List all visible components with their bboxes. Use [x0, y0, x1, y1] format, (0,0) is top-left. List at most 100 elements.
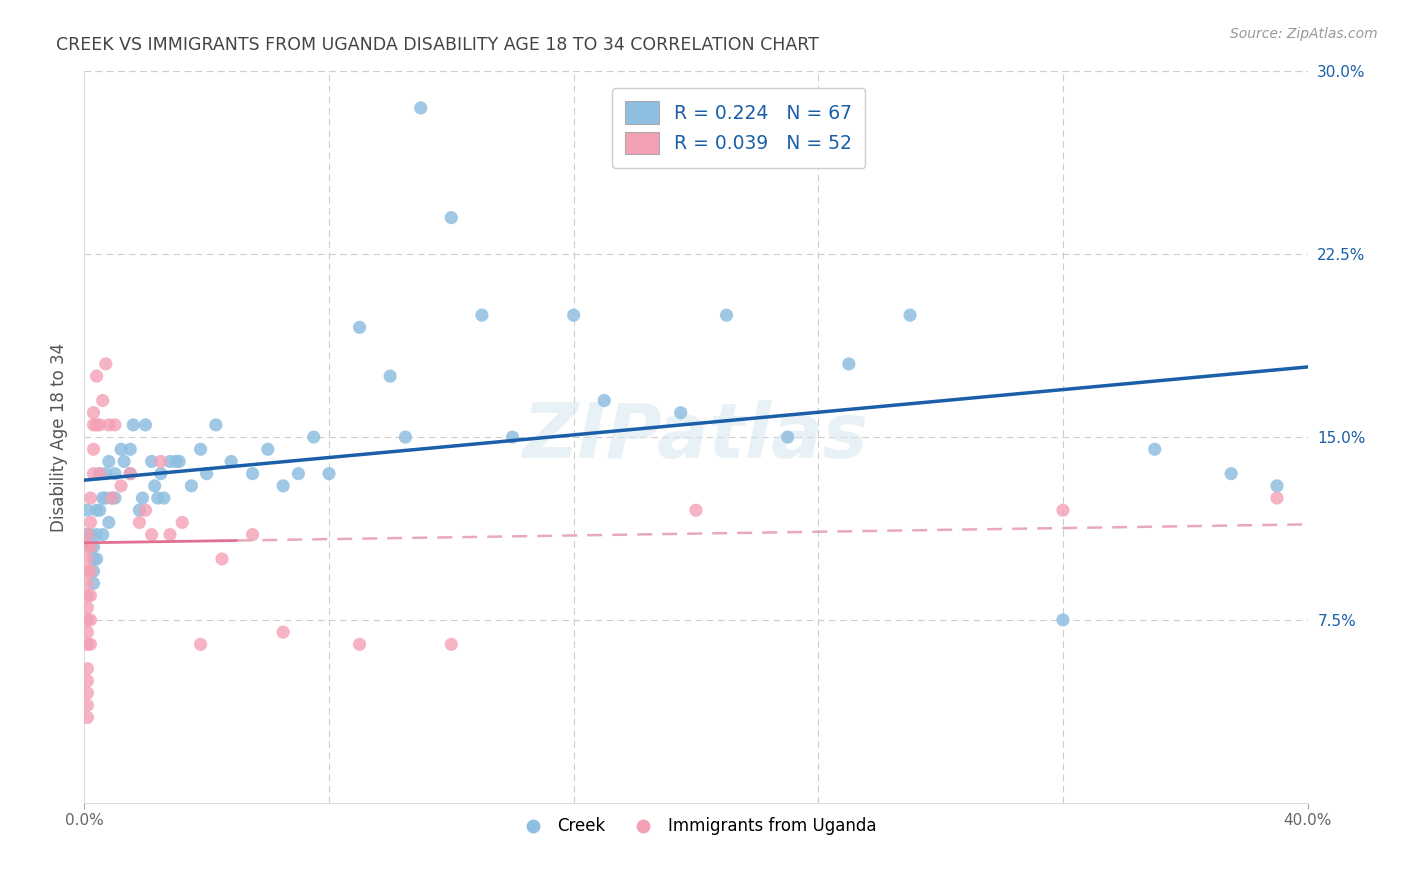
Point [685, 503, 707, 517]
Point [1052, 613, 1074, 627]
Point [83, 467, 105, 481]
Legend: Creek, Immigrants from Uganda: Creek, Immigrants from Uganda [509, 811, 883, 842]
Point [135, 417, 157, 432]
Point [83, 552, 105, 566]
Point [380, 369, 402, 384]
Point [287, 467, 309, 481]
Point [167, 454, 190, 468]
Point [91, 527, 114, 541]
Point [219, 454, 242, 468]
Point [79, 540, 101, 554]
Point [76, 527, 98, 541]
Point [76, 503, 98, 517]
Point [838, 357, 860, 371]
Point [440, 211, 463, 225]
Point [242, 527, 264, 541]
Point [104, 467, 127, 481]
Point [89, 417, 111, 432]
Point [79, 637, 101, 651]
Point [394, 430, 416, 444]
Text: Source: ZipAtlas.com: Source: ZipAtlas.com [1230, 27, 1378, 41]
Point [141, 527, 163, 541]
Point [76, 698, 98, 713]
Point [1265, 491, 1288, 505]
Point [211, 552, 233, 566]
Point [76, 589, 98, 603]
Point [76, 686, 98, 700]
Point [898, 308, 921, 322]
Point [79, 527, 101, 541]
Point [120, 467, 142, 481]
Point [135, 503, 157, 517]
Point [94, 467, 117, 481]
Point [101, 491, 124, 505]
Point [669, 406, 692, 420]
Point [153, 491, 176, 505]
Point [1052, 503, 1074, 517]
Point [143, 479, 166, 493]
Point [76, 710, 98, 724]
Point [97, 417, 120, 432]
Point [110, 479, 132, 493]
Point [76, 552, 98, 566]
Y-axis label: Disability Age 18 to 34: Disability Age 18 to 34 [49, 343, 67, 532]
Point [257, 442, 280, 457]
Point [83, 564, 105, 578]
Point [190, 637, 212, 651]
Point [83, 540, 105, 554]
Point [76, 662, 98, 676]
Point [349, 320, 371, 334]
Point [242, 467, 264, 481]
Point [86, 369, 108, 384]
Point [141, 454, 163, 468]
Point [110, 442, 132, 457]
Point [91, 393, 114, 408]
Point [440, 637, 463, 651]
Point [79, 540, 101, 554]
Point [86, 552, 108, 566]
Point [562, 308, 585, 322]
Point [146, 491, 169, 505]
Point [128, 503, 150, 517]
Point [76, 625, 98, 640]
Point [83, 576, 105, 591]
Point [165, 454, 187, 468]
Point [89, 467, 111, 481]
Point [776, 430, 799, 444]
Point [112, 454, 135, 468]
Point [172, 516, 194, 530]
Point [120, 467, 142, 481]
Point [349, 637, 371, 651]
Point [76, 673, 98, 688]
Point [471, 308, 494, 322]
Point [318, 467, 340, 481]
Point [190, 442, 212, 457]
Point [76, 527, 98, 541]
Point [1220, 467, 1243, 481]
Point [86, 503, 108, 517]
Point [86, 417, 108, 432]
Point [76, 540, 98, 554]
Text: CREEK VS IMMIGRANTS FROM UGANDA DISABILITY AGE 18 TO 34 CORRELATION CHART: CREEK VS IMMIGRANTS FROM UGANDA DISABILI… [56, 36, 820, 54]
Point [409, 101, 432, 115]
Point [149, 454, 172, 468]
Point [76, 637, 98, 651]
Point [79, 564, 101, 578]
Point [101, 491, 124, 505]
Point [97, 454, 120, 468]
Point [716, 308, 738, 322]
Point [76, 564, 98, 578]
Point [205, 417, 228, 432]
Point [91, 491, 114, 505]
Point [180, 479, 202, 493]
Point [94, 357, 117, 371]
Point [128, 516, 150, 530]
Point [159, 527, 181, 541]
Point [76, 600, 98, 615]
Point [79, 491, 101, 505]
Point [1143, 442, 1166, 457]
Point [104, 491, 127, 505]
Point [76, 576, 98, 591]
Point [1265, 479, 1288, 493]
Point [149, 467, 172, 481]
